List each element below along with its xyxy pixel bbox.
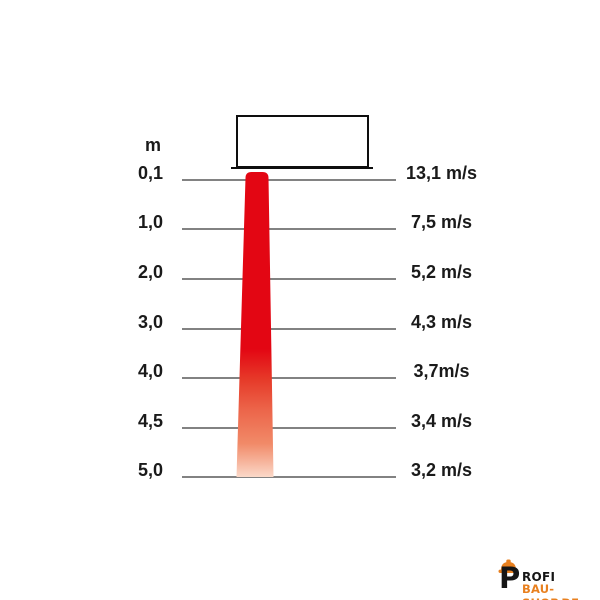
distance-gridline [182, 377, 396, 379]
velocity-label: 7,5 m/s [410, 212, 473, 232]
logo-letter-p: P [499, 561, 521, 595]
distance-gridline [182, 328, 396, 330]
distance-label: 3,0 [137, 312, 163, 332]
distance-label: 5,0 [137, 460, 163, 480]
logo-hard-hat-icon [498, 559, 519, 573]
heater-device-base-line [231, 167, 373, 170]
heater-device-outline [236, 115, 369, 168]
distance-label: 2,0 [137, 262, 163, 282]
distance-label: 4,5 [137, 411, 163, 431]
distance-label: 0,1 [137, 163, 163, 183]
distance-gridline [182, 278, 396, 280]
velocity-label: 4,3 m/s [410, 312, 473, 332]
logo: P ROFI BAU-SHOP.DE [497, 558, 597, 600]
distance-gridline [182, 476, 396, 478]
unit-label-meters: m [144, 135, 161, 155]
distance-label: 4,0 [137, 361, 163, 381]
distance-gridline [182, 228, 396, 230]
logo-text-domain: BAU-SHOP.DE [522, 582, 579, 600]
distance-gridline [182, 179, 396, 181]
logo-text-rofi: ROFI [522, 570, 556, 584]
velocity-label: 3,7m/s [413, 361, 470, 381]
velocity-label: 3,2 m/s [410, 460, 473, 480]
distance-gridline [182, 427, 396, 429]
velocity-label: 13,1 m/s [405, 163, 478, 183]
velocity-label: 5,2 m/s [410, 262, 473, 282]
velocity-label: 3,4 m/s [410, 411, 473, 431]
distance-label: 1,0 [137, 212, 163, 232]
